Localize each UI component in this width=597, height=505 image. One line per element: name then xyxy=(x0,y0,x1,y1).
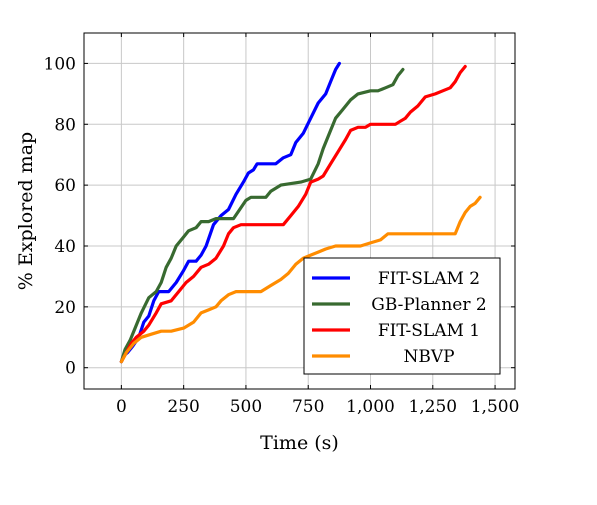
series-layer xyxy=(119,61,482,364)
y-tick-label: 100 xyxy=(44,54,76,74)
y-tick-label: 20 xyxy=(54,298,76,318)
x-tick-label: 750 xyxy=(292,397,324,417)
legend-label-1: GB-Planner 2 xyxy=(371,295,486,315)
series-line-1 xyxy=(119,67,405,364)
legend-label-0: FIT-SLAM 2 xyxy=(378,269,480,289)
series-line-0 xyxy=(119,61,341,364)
x-tick-label: 0 xyxy=(116,397,127,417)
legend: FIT-SLAM 2 GB-Planner 2 FIT-SLAM 1 NBVP xyxy=(303,257,501,375)
ticks: 0 250 500 750 1,000 1,250 1,500 0 20 40 60 80 100 xyxy=(44,33,520,417)
x-axis-title: Time (s) xyxy=(260,432,339,454)
legend-label-2: FIT-SLAM 1 xyxy=(378,321,480,341)
y-axis-title: % Explored map xyxy=(15,132,37,290)
x-tick-label: 1,500 xyxy=(471,397,520,417)
x-tick-label: 1,250 xyxy=(408,397,457,417)
y-tick-label: 60 xyxy=(54,176,76,196)
legend-label-3: NBVP xyxy=(403,347,454,367)
plot-frame xyxy=(83,32,516,390)
series-line-2 xyxy=(119,64,467,364)
y-tick-label: 40 xyxy=(54,237,76,257)
y-tick-label: 0 xyxy=(65,359,76,379)
x-tick-label: 1,000 xyxy=(346,397,395,417)
x-tick-label: 250 xyxy=(167,397,199,417)
series-line-3 xyxy=(119,195,482,364)
y-tick-label: 80 xyxy=(54,115,76,135)
x-tick-label: 500 xyxy=(230,397,262,417)
grid xyxy=(84,33,515,389)
